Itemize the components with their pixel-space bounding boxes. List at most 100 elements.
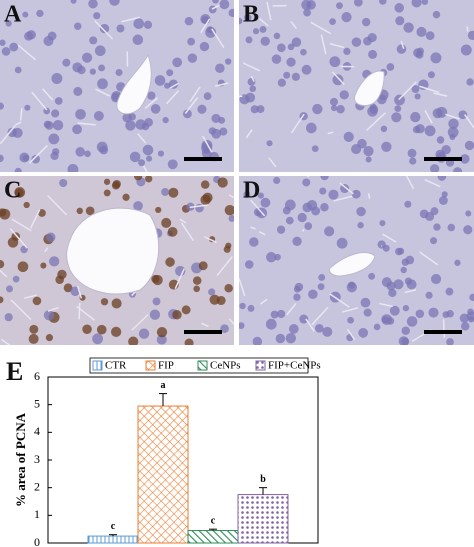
nucleus (75, 108, 86, 120)
nucleus (206, 26, 214, 34)
nucleus (245, 36, 253, 44)
nucleus (19, 152, 30, 163)
nucleus (54, 97, 63, 105)
nucleus (415, 123, 425, 134)
nucleus (247, 77, 256, 86)
nucleus (59, 178, 68, 188)
nucleus (103, 178, 111, 185)
sinusoid (202, 135, 213, 153)
nucleus (273, 32, 281, 40)
nucleus (380, 125, 388, 133)
sinusoid (23, 294, 38, 299)
sinusoid (77, 122, 96, 126)
nucleus (138, 159, 146, 167)
nucleus (164, 82, 171, 89)
nucleus (467, 308, 474, 316)
nucleus (303, 8, 312, 17)
nucleus (467, 30, 474, 40)
nucleus (181, 305, 191, 315)
nucleus (133, 18, 145, 30)
panel-label: C (4, 178, 21, 204)
nucleus (89, 68, 97, 75)
sinusoid (165, 90, 180, 105)
sinusoid (258, 18, 269, 27)
nucleus (145, 155, 153, 162)
nucleus (308, 289, 318, 300)
nucleus (89, 36, 98, 45)
panel-label: B (243, 2, 259, 28)
nucleus (277, 78, 286, 87)
nucleus (368, 272, 376, 280)
nucleus (299, 314, 309, 324)
sinusoid (366, 112, 386, 131)
nucleus (386, 281, 396, 291)
nucleus (409, 157, 417, 165)
nucleus (23, 201, 30, 209)
nucleus (211, 128, 222, 139)
nucleus (0, 154, 4, 163)
nucleus (304, 222, 313, 230)
nucleus (125, 120, 136, 131)
nucleus (17, 261, 29, 273)
nucleus (144, 118, 153, 127)
nucleus (437, 176, 447, 181)
nucleus (67, 164, 79, 172)
sinusoid (204, 236, 217, 244)
nucleus (421, 0, 429, 5)
sinusoid (189, 86, 201, 103)
nucleus (358, 327, 369, 338)
nucleus (172, 310, 182, 320)
nucleus (0, 102, 4, 110)
sinusoid (144, 97, 159, 109)
sinusoid (466, 26, 469, 32)
nucleus (340, 183, 350, 194)
significance-letter: a (161, 380, 166, 391)
sinusoid (121, 16, 141, 23)
nucleus (129, 151, 141, 163)
error-bar (109, 534, 117, 537)
nucleus (220, 324, 229, 333)
nucleus (312, 103, 323, 115)
nucleus (0, 296, 4, 304)
nucleus (362, 17, 371, 27)
nucleus (260, 197, 271, 208)
nucleus (249, 237, 259, 247)
nucleus (43, 120, 52, 129)
nucleus (425, 291, 433, 299)
nucleus (73, 86, 83, 96)
sinusoid (242, 62, 261, 72)
sinusoid (216, 256, 233, 277)
scale-bar (184, 330, 222, 334)
micrograph: A (0, 0, 234, 172)
nucleus (291, 72, 300, 81)
scale-bar (184, 157, 222, 161)
sinusoid (258, 231, 266, 236)
nucleus (291, 37, 302, 48)
sinusoid (76, 305, 95, 321)
nucleus (57, 269, 67, 280)
nucleus (244, 260, 254, 269)
sinusoid (214, 82, 229, 87)
nucleus (94, 45, 106, 57)
nucleus (324, 226, 335, 237)
nucleus (311, 145, 319, 153)
nucleus (199, 41, 210, 52)
nucleus (100, 298, 109, 306)
nucleus (12, 127, 23, 138)
sinusoid (400, 40, 405, 50)
nucleus (275, 333, 286, 344)
nucleus (135, 119, 146, 130)
nucleus (161, 217, 172, 228)
nucleus (396, 44, 407, 54)
nucleus (301, 0, 312, 10)
nucleus (209, 294, 220, 305)
nucleus (346, 282, 357, 293)
cells (0, 176, 234, 345)
sinusoid (228, 194, 234, 199)
nucleus (82, 324, 92, 335)
sinusoid (184, 97, 199, 114)
nucleus (445, 287, 454, 296)
nucleus (436, 106, 448, 118)
sinusoid (95, 88, 111, 97)
nucleus (224, 58, 232, 65)
